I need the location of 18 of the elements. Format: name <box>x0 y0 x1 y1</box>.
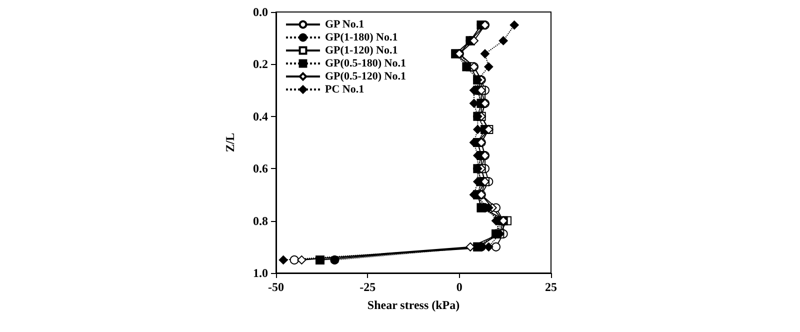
y-tick-label: 0.4 <box>253 109 268 124</box>
legend-label: GP(1-120) No.1 <box>325 44 398 56</box>
y-tick-label: 1.0 <box>253 266 268 280</box>
y-axis-title: Z/L <box>223 132 237 152</box>
x-tick-label: -50 <box>268 280 284 294</box>
legend-label: GP(0.5-180) No.1 <box>325 58 406 70</box>
y-tick-label: 0.2 <box>253 57 268 72</box>
x-tick-label: 0 <box>456 280 462 294</box>
y-tick-label: 0.6 <box>253 162 268 176</box>
y-tick-label: 0.8 <box>253 214 268 228</box>
legend-label: GP No.1 <box>325 18 364 30</box>
legend-label: GP(0.5-120) No.1 <box>325 70 406 82</box>
legend-label: PC No.1 <box>325 84 364 96</box>
legend-label: GP(1-180) No.1 <box>325 32 398 44</box>
y-tick-label: 0.0 <box>253 5 268 19</box>
x-tick-label: -25 <box>360 280 376 294</box>
x-axis-title: Shear stress (kPa) <box>367 298 460 312</box>
x-tick-label: 25 <box>545 280 557 294</box>
